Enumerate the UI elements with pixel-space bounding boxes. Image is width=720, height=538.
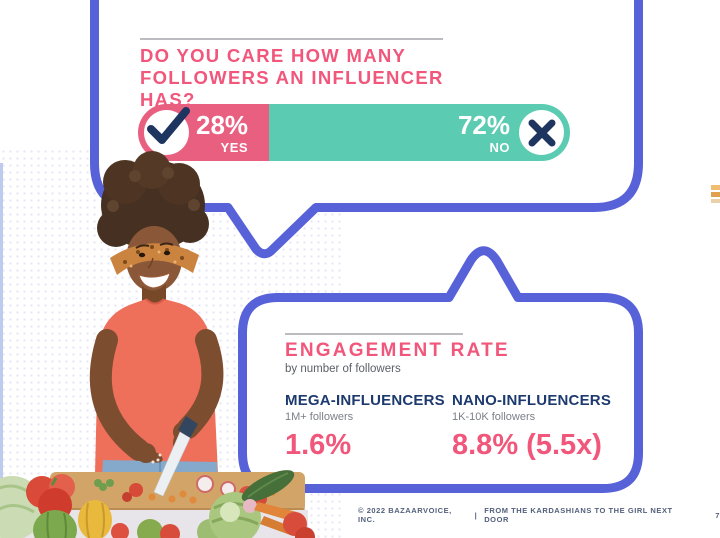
slide-footer: © 2022 BAZAARVOICE, INC. | FROM THE KARD… xyxy=(358,506,720,524)
engagement-subheading: by number of followers xyxy=(285,363,401,375)
no-value: 72% xyxy=(457,109,510,140)
stripe-icon xyxy=(711,199,720,203)
question-title-line1: DO YOU CARE HOW MANY xyxy=(140,45,407,66)
stripe-icon xyxy=(711,185,720,190)
yes-badge xyxy=(144,107,190,155)
left-edge-strip xyxy=(0,163,3,538)
yes-label: YES xyxy=(220,139,249,155)
question-divider-line xyxy=(140,38,443,40)
footer-doc-title: FROM THE KARDASHIANS TO THE GIRL NEXT DO… xyxy=(484,506,673,524)
check-icon xyxy=(147,107,190,144)
stat-mega-influencers: MEGA-INFLUENCERS 1M+ followers 1.6% xyxy=(285,393,452,460)
no-badge xyxy=(519,110,564,155)
question-title: DO YOU CARE HOW MANY FOLLOWERS AN INFLUE… xyxy=(140,45,500,111)
stat-rate: 8.8% (5.5x) xyxy=(452,429,602,461)
poll-no-segment: 72% NO xyxy=(269,104,570,161)
poll-yes-segment: 28% YES xyxy=(138,104,270,161)
engagement-bubble-outline xyxy=(238,246,643,493)
yes-value: 28% xyxy=(196,109,249,140)
yes-value-block: 28% YES xyxy=(196,112,248,154)
stat-rate: 1.6% xyxy=(285,429,352,461)
stat-name: MEGA-INFLUENCERS xyxy=(285,392,445,409)
no-value-block: 72% NO xyxy=(458,112,510,154)
stat-followers: 1M+ followers xyxy=(285,411,354,423)
x-icon xyxy=(528,119,556,147)
footer-separator: | xyxy=(474,510,478,520)
poll-result-bar: 28% YES 72% NO xyxy=(138,104,570,161)
footer-copyright: © 2022 BAZAARVOICE, INC. xyxy=(358,506,452,524)
page-number: 7 xyxy=(715,510,720,520)
engagement-divider-line xyxy=(285,333,463,335)
stat-followers: 1K-10K followers xyxy=(452,411,536,423)
engagement-stats: MEGA-INFLUENCERS 1M+ followers 1.6% NANO… xyxy=(285,393,611,460)
no-label: NO xyxy=(489,139,510,155)
stat-name: NANO-INFLUENCERS xyxy=(452,392,612,409)
stripe-icon xyxy=(711,192,720,197)
engagement-heading: ENGAGEMENT RATE xyxy=(285,340,510,361)
stat-nano-influencers: NANO-INFLUENCERS 1K-10K followers 8.8% (… xyxy=(452,393,611,460)
decorative-stripes xyxy=(711,185,720,205)
